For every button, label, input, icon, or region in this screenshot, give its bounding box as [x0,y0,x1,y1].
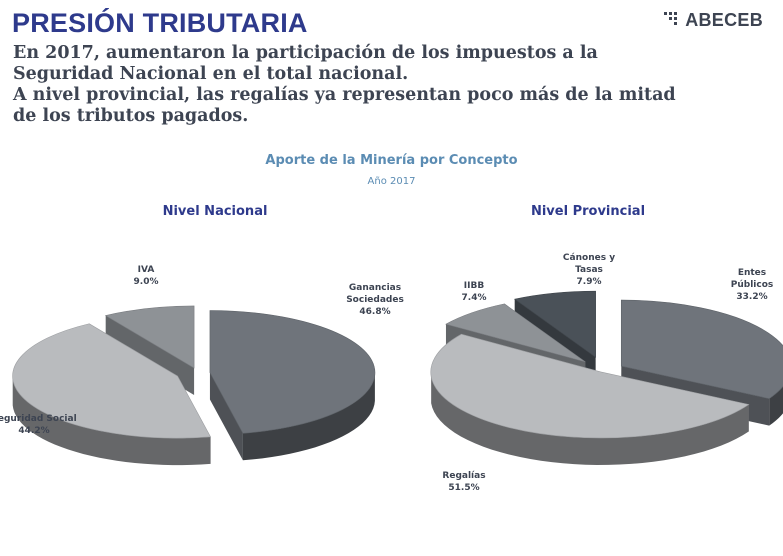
chart-heading-provincial: Nivel Provincial [530,204,646,219]
pie-slice-seguridad-social [12,323,212,439]
subtitle-line: Seguridad Nacional en el total nacional. [13,64,409,84]
page-subtitle: En 2017, aumentaron la participación de … [13,43,753,127]
pie-label-ganancias-sociedades: Ganancias Sociedades 46.8% [346,283,404,317]
pie-slice-iibb [445,303,586,363]
pie-label-canones-y-tasas: Cánones y Tasas 7.9% [563,253,615,287]
pie-slice-iva [104,305,195,369]
logo-mark-icon [664,11,678,25]
abeceb-logo: ABECEB [664,10,763,31]
pie-label-entes-publicos: Entes Públicos 33.2% [731,268,774,302]
subtitle-line: de los tributos pagados. [13,106,249,126]
pie-chart-nivel-provincial: Entes Públicos 33.2% Regalías 51.5% IIBB 7.4% C… [430,253,783,493]
pie-slice-side [431,376,749,465]
subtitle-line: En 2017, aumentaron la participación de … [13,43,598,63]
pie-label-regalias: Regalías 51.5% [442,471,485,493]
pie-slice-ganancias-sociedades [209,310,376,434]
subtitle-line: A nivel provincial, las regalías ya repr… [13,85,676,105]
pie-slice-side [12,378,211,466]
logo-text: ABECEB [685,10,763,30]
chart-heading-nacional: Nivel Nacional [162,204,268,219]
chart-title: Aporte de la Minería por Concepto [265,153,518,168]
pie-slice-regalias [430,333,750,439]
pie-slice-canones-y-tasas [513,290,596,358]
page-title: PRESIÓN TRIBUTARIA [12,8,308,38]
pie-label-iibb: IIBB 7.4% [462,281,487,303]
pie-label-iva: IVA 9.0% [134,265,159,287]
pie-slice-entes-publicos [620,299,783,399]
pie-slice-wall [209,372,243,461]
chart-subtitle: Año 2017 [367,176,416,187]
pie-slice-side [242,373,375,461]
